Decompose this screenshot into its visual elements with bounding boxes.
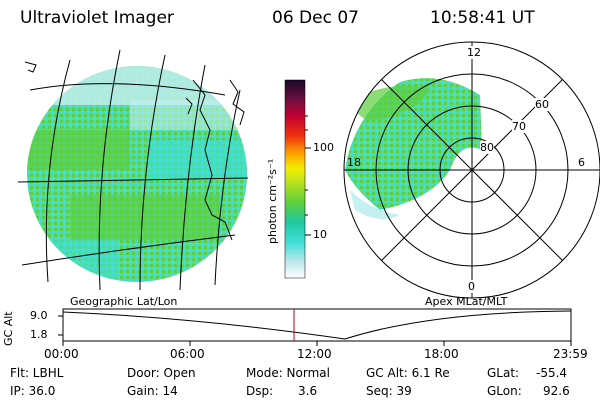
colorbar-tick-10: 10: [313, 228, 327, 241]
altitude-plot: [58, 308, 572, 346]
polar-label-6: 6: [578, 156, 585, 169]
altitude-xtick-2359: 23:59: [553, 347, 588, 361]
coastline: [185, 97, 193, 115]
polar-lat-60: 60: [535, 98, 549, 111]
meridian-line: [45, 59, 71, 283]
altitude-xtick-0000: 00:00: [44, 347, 79, 361]
coastline: [229, 79, 245, 126]
status-glat-value: -55.4: [536, 366, 568, 380]
right-panel-caption: Apex MLat/MLT: [425, 295, 508, 308]
polar-diagonal: [381, 79, 563, 261]
status-glat-label: GLat:: [487, 366, 520, 380]
colorbar-unit-label: photon cm⁻²s⁻¹: [266, 158, 279, 244]
status-dsp-value: 3.6: [298, 384, 318, 398]
polar-lat-70: 70: [512, 120, 526, 133]
status-door: Door: Open: [127, 366, 196, 380]
status-dsp-label: Dsp:: [246, 384, 274, 398]
altitude-curve: [62, 310, 572, 340]
meridian-line: [214, 89, 241, 286]
status-flt: Flt: LBHL: [10, 366, 64, 380]
status-gain: Gain: 14: [127, 384, 178, 398]
altitude-ytick-1-8: 1.8: [30, 328, 48, 341]
status-gc-alt: GC Alt: 6.1 Re: [366, 366, 450, 380]
status-mode: Mode: Normal: [246, 366, 330, 380]
altitude-ylabel: GC Alt: [2, 311, 15, 346]
status-glon-label: GLon:: [487, 384, 522, 398]
app-title: Ultraviolet Imager: [20, 8, 174, 28]
meridian-line: [139, 54, 166, 290]
status-glon-value: 92.6: [543, 384, 570, 398]
left-panel-caption: Geographic Lat/Lon: [70, 295, 178, 308]
time-label: 10:58:41 UT: [430, 8, 535, 28]
status-seq: Seq: 39: [366, 384, 412, 398]
polar-label-0: 0: [468, 280, 475, 293]
colorbar-tick-100: 100: [313, 141, 334, 154]
latitude-line: [29, 83, 226, 96]
polar-lat-80: 80: [480, 141, 494, 154]
colorbar: [284, 79, 311, 279]
altitude-xtick-1200: 12:00: [297, 347, 332, 361]
altitude-ytick-9: 9.0: [30, 309, 48, 322]
date-label: 06 Dec 07: [272, 8, 359, 28]
geographic-image-panel: [17, 49, 249, 290]
altitude-xtick-1800: 18:00: [424, 347, 459, 361]
meridian-line: [98, 49, 121, 290]
altitude-xtick-0600: 06:00: [170, 347, 205, 361]
polar-label-18: 18: [347, 156, 361, 169]
polar-plot: [343, 41, 600, 299]
latitude-line: [17, 177, 249, 183]
coastline: [24, 61, 37, 73]
latitude-line: [21, 234, 236, 266]
polar-label-12: 12: [467, 46, 481, 59]
status-ip: IP: 36.0: [10, 384, 56, 398]
coastline: [192, 79, 233, 241]
